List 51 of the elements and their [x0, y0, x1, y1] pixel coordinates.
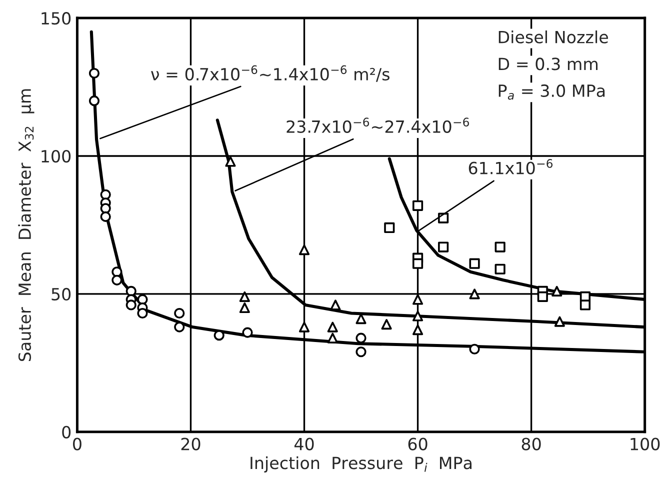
point	[137, 308, 148, 319]
point	[356, 346, 366, 358]
point	[554, 316, 565, 327]
point	[469, 288, 480, 300]
y-tick-label: 100	[42, 150, 71, 163]
point	[412, 324, 424, 336]
point	[494, 264, 506, 274]
annotation: ν = 0.7x10$^{−6}$~1.4x10$^{−6}$ m²/s	[151, 65, 390, 82]
y-tick-label: 150	[42, 12, 71, 25]
point	[298, 244, 310, 256]
point	[356, 332, 366, 344]
point	[469, 344, 480, 354]
point	[88, 96, 100, 106]
x-tick-label: 100	[630, 438, 660, 450]
annotation: D = 0.3 mm	[498, 58, 598, 70]
point	[126, 300, 136, 310]
x-tick-label: 0	[73, 438, 82, 450]
x-tick-label: 60	[408, 438, 428, 450]
annotation: P$_{a}$ = 3.0 MPa	[498, 84, 605, 100]
point	[494, 242, 506, 252]
point	[438, 242, 449, 252]
x-tick-label: 40	[294, 438, 314, 450]
point	[242, 327, 253, 338]
annotation: Diesel Nozzle	[498, 30, 608, 44]
point	[174, 308, 185, 319]
point	[384, 222, 395, 234]
x-axis-title: Injection Pressure P$_{i}$ MPa	[250, 456, 472, 472]
point	[88, 68, 100, 79]
point	[214, 330, 224, 341]
point	[225, 156, 236, 167]
y-axis-title: Sauter Mean Diameter X$_{32}$ μm	[18, 89, 34, 362]
point	[381, 318, 392, 330]
point	[100, 211, 111, 222]
point	[469, 258, 480, 269]
annotation: 23.7x10$^{−6}$~27.4x10$^{−6}$	[286, 118, 469, 133]
point	[412, 200, 424, 211]
point	[239, 291, 250, 302]
y-tick-label: 0	[62, 426, 71, 438]
x-tick-label: 80	[522, 438, 541, 450]
point	[239, 302, 250, 314]
y-tick-label: 50	[52, 288, 71, 301]
point	[537, 291, 548, 302]
point	[327, 322, 338, 332]
point	[412, 294, 424, 305]
point	[412, 258, 424, 269]
annotation: 61.1x10$^{−6}$	[468, 159, 553, 174]
point	[552, 286, 562, 296]
point	[580, 300, 591, 310]
point	[298, 322, 310, 332]
point	[412, 310, 424, 322]
x-tick-label: 20	[181, 438, 200, 450]
